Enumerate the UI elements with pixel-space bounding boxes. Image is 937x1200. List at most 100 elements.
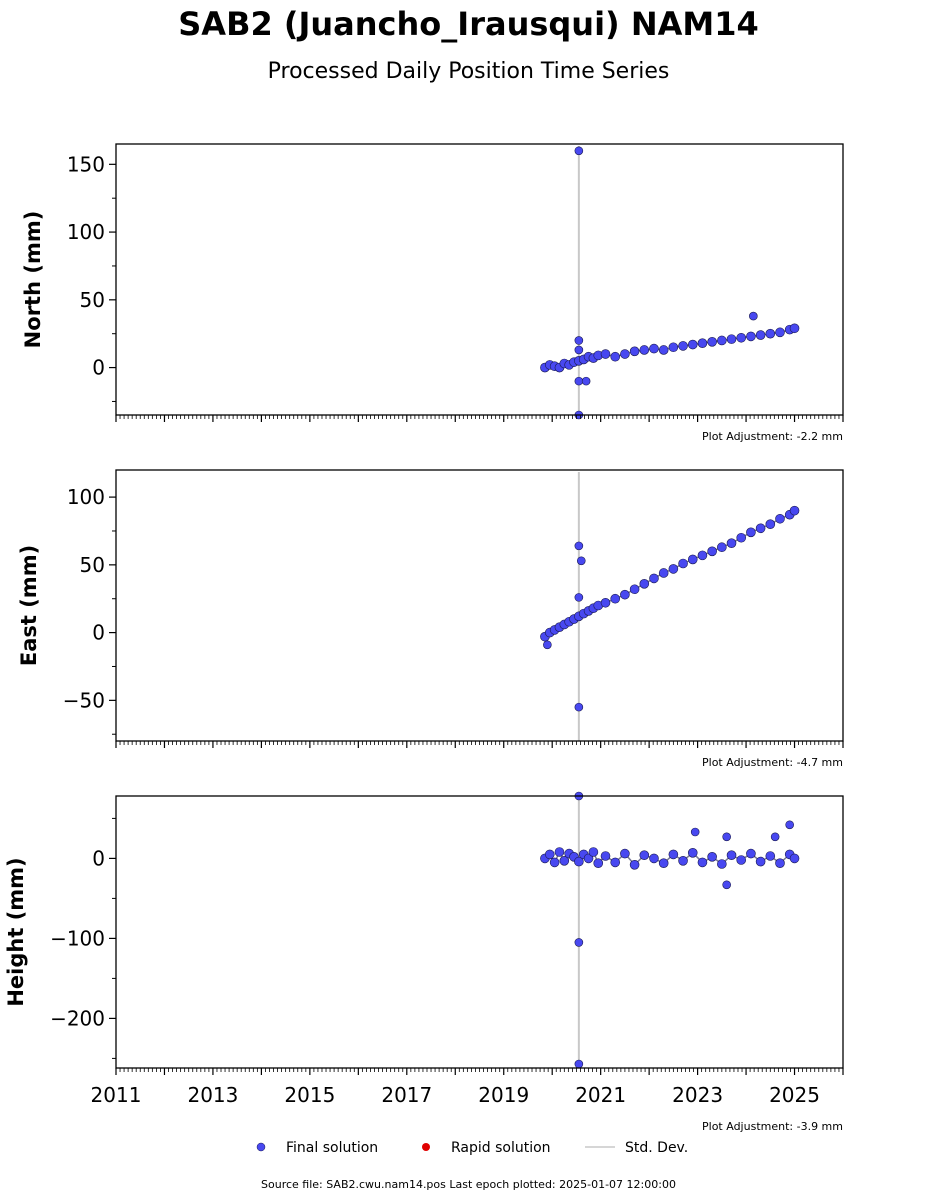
- y-tick-label: −100: [50, 926, 105, 950]
- y-axis-label: North (mm): [21, 211, 45, 349]
- data-point: [554, 847, 565, 857]
- data-point: [639, 850, 650, 861]
- outlier-point: [722, 880, 731, 890]
- data-point: [736, 332, 747, 343]
- data-point: [789, 853, 800, 864]
- data-point: [668, 342, 679, 353]
- data-point: [726, 850, 737, 861]
- data-point: [755, 523, 766, 534]
- height-plot-adjustment: Plot Adjustment: -3.9 mm: [702, 1120, 843, 1133]
- plot-frame: [115, 143, 844, 416]
- plot-frame: [115, 469, 844, 742]
- data-point: [789, 505, 800, 516]
- data-point: [620, 349, 630, 359]
- x-tick-label: 2019: [478, 1083, 529, 1107]
- outlier-point: [690, 827, 700, 837]
- data-point: [697, 550, 708, 561]
- data-point: [593, 858, 604, 869]
- outlier-point: [574, 376, 584, 386]
- data-point: [658, 568, 669, 578]
- east-plot-adjustment: Plot Adjustment: -4.7 mm: [702, 756, 843, 769]
- data-point: [559, 855, 570, 866]
- data-point: [658, 345, 669, 355]
- y-tick-label: 0: [92, 356, 105, 380]
- legend-std-label: Std. Dev.: [625, 1140, 688, 1156]
- data-point: [789, 323, 800, 334]
- x-tick-label: 2023: [672, 1083, 723, 1107]
- outlier-point: [576, 556, 586, 566]
- north-panel: 0 50 100 150 North (mm): [21, 143, 844, 422]
- data-point: [717, 335, 727, 346]
- data-point: [639, 345, 650, 355]
- data-point: [649, 343, 659, 354]
- outlier-point: [581, 376, 591, 386]
- data-point: [678, 558, 688, 569]
- outlier-point: [574, 146, 584, 156]
- data-point: [765, 851, 776, 861]
- data-point: [610, 857, 621, 868]
- data-point: [600, 597, 611, 608]
- data-point: [649, 853, 659, 864]
- data-point: [629, 584, 640, 595]
- x-tick-label: 2021: [575, 1083, 626, 1107]
- data-point: [707, 851, 717, 862]
- x-tick-label: 2017: [381, 1083, 432, 1107]
- source-footer: Source file: SAB2.cwu.nam14.pos Last epo…: [261, 1178, 676, 1191]
- data-point: [707, 337, 717, 347]
- legend-rapid-label: Rapid solution: [451, 1140, 551, 1156]
- data-point: [687, 847, 698, 858]
- data-point: [610, 593, 621, 604]
- height-panel: −200 −100 0 Height (mm) 2011 2013 2015 2017 2019…: [4, 791, 844, 1107]
- data-point: [726, 538, 737, 548]
- data-point: [697, 338, 708, 348]
- y-tick-label: 0: [92, 621, 105, 645]
- outlier-point: [574, 336, 584, 345]
- data-point: [775, 327, 785, 338]
- y-tick-label: 100: [67, 220, 105, 244]
- data-point: [629, 859, 640, 870]
- legend-final-label: Final solution: [286, 1140, 378, 1156]
- data-point: [583, 853, 594, 864]
- data-point: [717, 859, 727, 869]
- data-point: [639, 579, 650, 589]
- data-point: [649, 573, 659, 584]
- y-tick-label: 50: [80, 288, 105, 312]
- east-panel: −50 0 50 100 East (mm): [17, 469, 844, 748]
- y-axis-label: East (mm): [17, 545, 41, 666]
- data-point: [736, 855, 747, 865]
- data-point: [697, 857, 708, 868]
- y-tick-label: 0: [92, 846, 105, 870]
- legend: Final solution Rapid solution Std. Dev.: [256, 1140, 688, 1156]
- data-point: [678, 855, 688, 866]
- data-point: [620, 848, 630, 859]
- outlier-point: [574, 593, 584, 602]
- x-tick-label: 2011: [91, 1083, 142, 1107]
- north-plot-adjustment: Plot Adjustment: -2.2 mm: [702, 430, 843, 443]
- outlier-point: [574, 938, 584, 947]
- data-point: [746, 527, 756, 538]
- data-point: [687, 554, 698, 565]
- data-point: [610, 351, 621, 362]
- data-point: [620, 589, 630, 600]
- data-point: [678, 341, 688, 351]
- chart-subtitle: Processed Daily Position Time Series: [268, 59, 670, 84]
- data-point: [717, 542, 727, 553]
- data-point: [544, 849, 555, 860]
- outlier-point: [574, 1059, 584, 1069]
- data-point: [765, 328, 776, 339]
- y-tick-label: 100: [67, 485, 105, 509]
- data-point: [726, 334, 737, 344]
- data-point: [755, 856, 766, 867]
- legend-final-marker: [256, 1142, 266, 1152]
- data-point: [746, 848, 756, 859]
- x-tick-label: 2025: [769, 1083, 820, 1107]
- data-point: [707, 546, 717, 557]
- data-point: [668, 564, 679, 574]
- outlier-point: [574, 702, 584, 712]
- data-point: [574, 856, 584, 867]
- outlier-point: [770, 832, 780, 842]
- outlier-point: [722, 832, 731, 842]
- outlier-point: [543, 640, 552, 650]
- data-point: [775, 858, 785, 869]
- plot-frame: [115, 795, 844, 1069]
